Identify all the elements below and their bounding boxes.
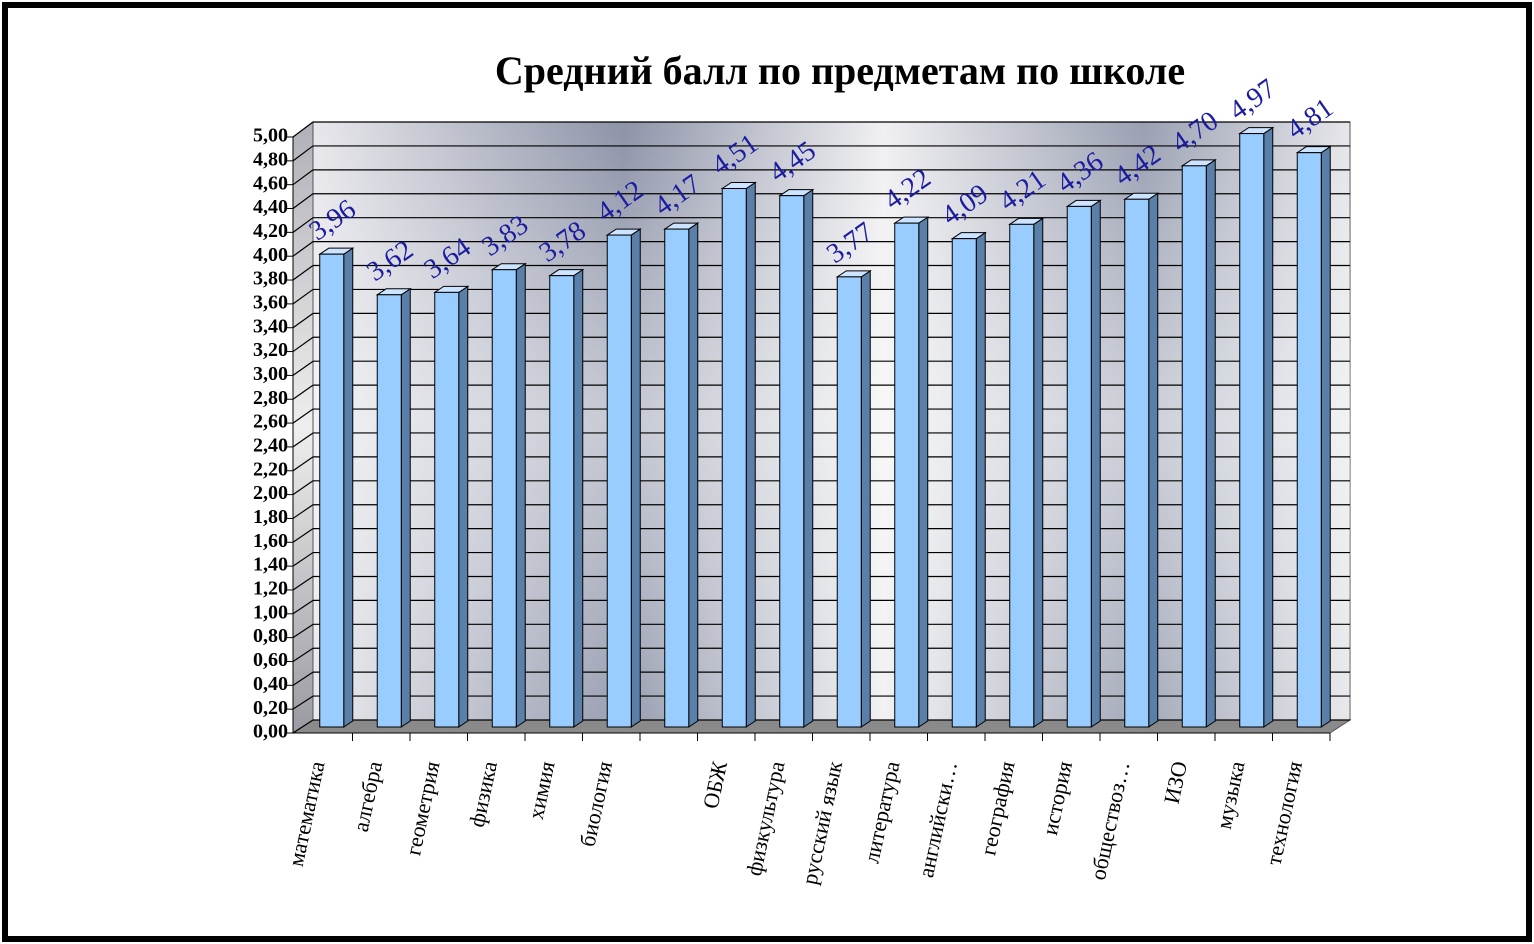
y-tick-label: 0,80 <box>253 625 288 647</box>
y-tick-label: 2,00 <box>253 482 288 504</box>
back-wall-shade <box>313 122 1350 720</box>
bar <box>779 195 805 728</box>
bar-side <box>1263 126 1274 728</box>
grid-line-side <box>292 312 314 329</box>
bar-side <box>1148 192 1159 728</box>
grid-line-side <box>292 288 314 305</box>
y-tick-label: 1,20 <box>253 578 288 600</box>
y-tick-label: 5,00 <box>253 125 288 147</box>
y-tick-label: 0,20 <box>253 697 288 719</box>
bar <box>1009 223 1035 728</box>
bar-side <box>803 188 814 728</box>
grid-line-side <box>292 432 314 448</box>
grid-line-side <box>292 193 314 210</box>
y-tick-label: 1,80 <box>253 506 288 528</box>
y-tick-label: 1,00 <box>253 601 288 623</box>
chart-title: Средний балл по предметам по школе <box>495 48 1185 93</box>
y-tick-label: 4,80 <box>253 148 288 170</box>
bar <box>664 228 690 728</box>
grid-line-side <box>292 552 314 567</box>
grid-line-side <box>292 384 314 400</box>
grid-line-side <box>292 504 314 519</box>
bar <box>1181 165 1207 728</box>
bar-side <box>688 222 699 728</box>
y-tick-label: 1,60 <box>253 530 288 552</box>
bar <box>836 276 862 728</box>
grid-line-side <box>292 719 314 734</box>
bar-side <box>458 285 469 728</box>
bar <box>1066 205 1092 728</box>
bar <box>894 222 920 728</box>
grid-line-side <box>292 647 314 662</box>
grid-line-side <box>292 169 314 186</box>
grid-line-side <box>292 528 314 543</box>
y-tick-label: 0,40 <box>253 673 288 695</box>
bar-side <box>1205 158 1216 728</box>
grid-line-side <box>292 671 314 686</box>
y-tick-label: 3,80 <box>253 268 288 290</box>
grid-line-side <box>292 695 314 710</box>
grid-line-side <box>292 408 314 424</box>
bar-side <box>1033 217 1044 728</box>
y-tick-label: 2,40 <box>253 435 288 457</box>
y-tick-label: 3,00 <box>253 363 288 385</box>
grid-line-side <box>292 241 314 257</box>
bar-side <box>573 268 584 728</box>
y-tick-label: 1,40 <box>253 554 288 576</box>
y-tick-label: 4,40 <box>253 196 288 218</box>
y-tick-label: 0,60 <box>253 649 288 671</box>
grid-line-side <box>292 456 314 472</box>
y-tick-label: 2,80 <box>253 387 288 409</box>
bar-side <box>745 181 756 728</box>
y-tick-label: 4,60 <box>253 172 288 194</box>
bar <box>951 238 977 728</box>
grid-line-side <box>292 145 314 162</box>
bar <box>1239 133 1265 728</box>
bar <box>491 269 517 728</box>
grid-line-side <box>292 599 314 615</box>
grid-line-side <box>292 480 314 496</box>
bar <box>606 234 632 728</box>
bar <box>721 188 747 728</box>
bar-side <box>918 216 929 728</box>
grid-line-side <box>292 575 314 591</box>
y-tick-label: 4,20 <box>253 220 288 242</box>
grid-line-side <box>292 360 314 376</box>
y-tick-label: 4,00 <box>253 244 288 266</box>
y-tick-label: 3,60 <box>253 291 288 313</box>
grid-line-side <box>292 217 314 233</box>
y-tick-label: 2,20 <box>253 458 288 480</box>
bar-side <box>400 287 411 728</box>
bar-side <box>975 231 986 728</box>
bar <box>376 294 402 728</box>
bar-side <box>1320 145 1331 728</box>
bar-side <box>343 247 354 728</box>
y-tick-label: 2,60 <box>253 411 288 433</box>
bar <box>434 291 460 728</box>
grid-line-side <box>292 623 314 639</box>
grid-line-side <box>292 121 314 138</box>
bar-side <box>1090 199 1101 728</box>
y-tick-label: 3,20 <box>253 339 288 361</box>
bar-side <box>860 269 871 728</box>
bar <box>549 275 575 728</box>
bar-side <box>515 262 526 728</box>
grid-line-side <box>292 265 314 281</box>
bar <box>1124 198 1150 728</box>
bar-side <box>630 228 641 728</box>
side-wall <box>292 121 314 734</box>
bar <box>319 253 345 728</box>
bar <box>1296 152 1322 728</box>
y-tick-label: 3,40 <box>253 315 288 337</box>
y-tick-label: 0,00 <box>253 721 288 743</box>
grid-line-side <box>292 336 314 353</box>
